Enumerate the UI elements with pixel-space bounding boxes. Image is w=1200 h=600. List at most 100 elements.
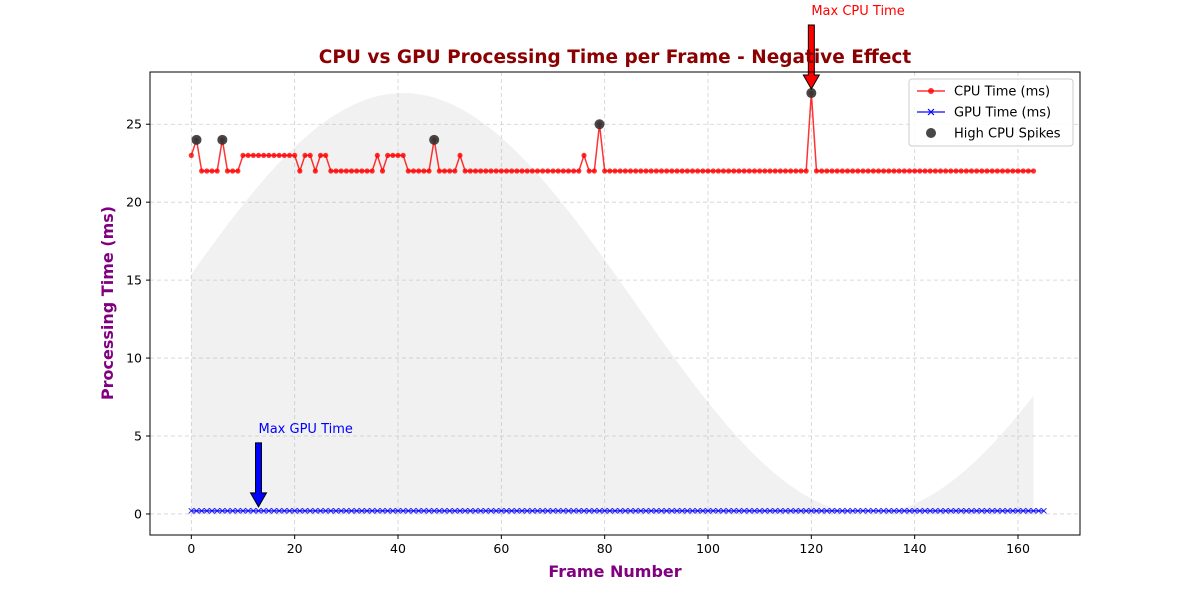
- gpu-point: [198, 507, 205, 514]
- cpu-point: [478, 168, 484, 174]
- gpu-point: [803, 507, 810, 514]
- cpu-point: [410, 168, 417, 174]
- gpu-point: [885, 507, 892, 514]
- gpu-point: [617, 507, 624, 514]
- cpu-point: [488, 168, 494, 174]
- gpu-point: [730, 507, 737, 514]
- cpu-point: [250, 152, 256, 159]
- gpu-point: [829, 507, 835, 514]
- cpu-point: [498, 168, 504, 174]
- gpu-point: [467, 507, 474, 514]
- gpu-point: [891, 507, 897, 514]
- gpu-point: [555, 507, 562, 514]
- gpu-point: [338, 507, 345, 514]
- gpu-point: [870, 507, 877, 514]
- cpu-point: [896, 168, 902, 174]
- gpu-point: [999, 507, 1006, 514]
- cpu-point: [943, 168, 949, 174]
- gpu-point: [317, 507, 324, 514]
- gpu-point: [798, 507, 804, 514]
- gpu-point: [364, 507, 370, 514]
- cpu-point: [612, 168, 618, 174]
- cpu-point: [772, 168, 778, 174]
- cpu-point: [524, 168, 530, 174]
- gpu-point: [839, 507, 846, 514]
- plot-frame: [149, 71, 1081, 536]
- cpu-point: [576, 168, 582, 174]
- gpu-point: [353, 507, 360, 514]
- gpu-point: [699, 507, 706, 514]
- gpu-point: [446, 507, 453, 514]
- cpu-point: [385, 152, 391, 159]
- cpu-point: [927, 168, 933, 174]
- gpu-point: [570, 507, 577, 514]
- gpu-point: [658, 507, 665, 514]
- gpu-point: [705, 507, 711, 514]
- gpu-point: [307, 507, 314, 514]
- grid: [150, 72, 1080, 535]
- cpu-point: [447, 168, 453, 174]
- gpu-point: [942, 507, 949, 514]
- max-gpu-arrow: [249, 442, 268, 508]
- cpu-point: [529, 168, 535, 174]
- gpu-point: [513, 507, 520, 514]
- gpu-point: [849, 507, 856, 514]
- cpu-point: [638, 168, 644, 174]
- gpu-point: [544, 507, 551, 514]
- cpu-point: [364, 168, 370, 174]
- cpu-point: [968, 168, 975, 174]
- cpu-spike-point: [191, 134, 202, 145]
- cpu-point: [312, 168, 318, 174]
- cpu-point: [617, 168, 623, 174]
- max-cpu-label: Max CPU Time: [811, 4, 904, 19]
- cpu-point: [405, 168, 411, 174]
- cpu-point: [906, 168, 913, 174]
- cpu-point: [426, 168, 432, 174]
- gpu-point: [787, 507, 794, 514]
- gpu-point: [648, 507, 655, 514]
- cpu-point: [374, 152, 380, 159]
- gpu-point: [777, 507, 784, 514]
- gpu-point: [1020, 507, 1027, 514]
- gpu-point: [333, 507, 339, 514]
- cpu-point: [700, 168, 706, 174]
- cpu-point: [235, 168, 241, 174]
- y-axis-label: Processing Time (ms): [98, 206, 117, 400]
- gpu-point: [927, 507, 934, 514]
- y-tick-label: 0: [134, 506, 142, 521]
- background-band: [191, 93, 1034, 514]
- cpu-point: [860, 168, 866, 174]
- gpu-point: [436, 507, 443, 514]
- gpu-point: [601, 507, 608, 514]
- legend-cpu-label: CPU Time (ms): [954, 85, 1050, 100]
- gpu-point: [1004, 507, 1011, 514]
- series: [188, 88, 1047, 514]
- cpu-point: [540, 168, 546, 174]
- cpu-point: [999, 168, 1006, 174]
- cpu-point: [607, 168, 613, 174]
- gpu-point: [715, 507, 722, 514]
- gpu-point: [989, 507, 996, 514]
- gpu-point: [255, 507, 262, 514]
- cpu-point: [369, 168, 375, 174]
- gpu-point: [312, 507, 319, 514]
- y-tick-label: 25: [126, 117, 142, 132]
- gpu-point: [684, 507, 691, 514]
- cpu-point: [462, 168, 468, 174]
- cpu-point: [400, 152, 406, 159]
- cpu-point: [586, 168, 592, 174]
- cpu-point: [1015, 168, 1021, 174]
- cpu-point: [989, 168, 995, 174]
- cpu-point: [875, 168, 882, 174]
- gpu-point: [937, 507, 944, 514]
- cpu-point: [503, 168, 510, 174]
- cpu-point: [240, 152, 246, 159]
- cpu-point: [421, 168, 427, 174]
- cpu-point: [741, 168, 747, 174]
- cpu-point: [839, 168, 845, 174]
- gpu-point: [457, 507, 463, 514]
- gpu-point: [643, 507, 649, 514]
- gpu-point: [193, 507, 200, 514]
- cpu-point: [757, 168, 763, 174]
